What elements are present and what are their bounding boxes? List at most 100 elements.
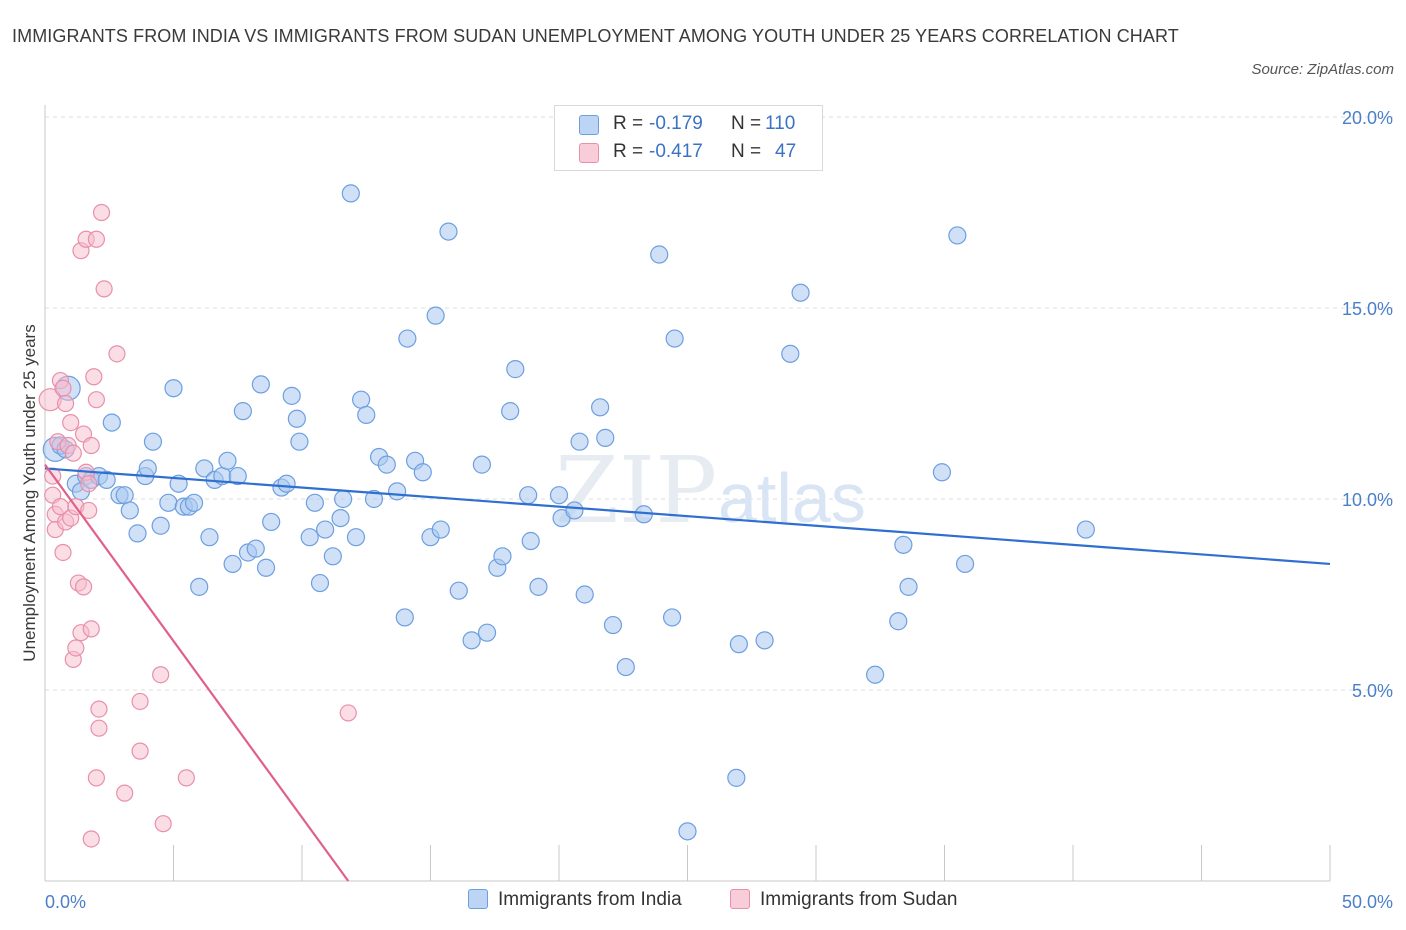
data-point-sudan bbox=[82, 436, 100, 455]
source-label: Source: ZipAtlas.com bbox=[1251, 61, 1394, 78]
data-point-sudan bbox=[74, 578, 93, 596]
data-point-india bbox=[128, 524, 147, 543]
data-point-india bbox=[115, 486, 134, 505]
data-point-sudan bbox=[82, 830, 100, 848]
sudan-points bbox=[38, 203, 357, 848]
watermark-atlas: atlas bbox=[718, 459, 866, 537]
data-point-sudan bbox=[92, 203, 111, 222]
data-point-india bbox=[120, 501, 139, 520]
data-point-sudan bbox=[54, 379, 72, 397]
data-point-india bbox=[352, 390, 371, 409]
data-point-india bbox=[97, 470, 116, 489]
data-point-india bbox=[316, 520, 335, 539]
data-point-india bbox=[462, 631, 481, 650]
data-point-sudan bbox=[54, 543, 72, 562]
data-point-india bbox=[305, 493, 324, 512]
data-point-india bbox=[164, 379, 183, 398]
data-point-india bbox=[449, 581, 468, 600]
data-point-sudan bbox=[62, 414, 80, 432]
data-point-india bbox=[899, 577, 918, 596]
data-point-india bbox=[262, 512, 281, 532]
data-point-india bbox=[894, 535, 913, 554]
data-point-sudan bbox=[80, 501, 98, 520]
legend-n-label: N = bbox=[731, 141, 762, 162]
watermark-zip: ZIP bbox=[555, 437, 717, 544]
data-point-india bbox=[256, 558, 276, 577]
data-point-india bbox=[387, 482, 407, 501]
data-point-india bbox=[570, 432, 589, 451]
legend-swatch-sudan bbox=[579, 143, 599, 163]
data-point-sudan bbox=[56, 394, 75, 413]
data-point-india bbox=[1076, 520, 1095, 539]
y-tick-label: 15.0% bbox=[1342, 299, 1393, 319]
data-point-india bbox=[729, 635, 749, 654]
data-point-india bbox=[948, 226, 967, 245]
data-point-sudan bbox=[85, 368, 103, 386]
data-point-india bbox=[426, 306, 445, 325]
india-points bbox=[42, 184, 1095, 841]
legend-r-value-india: -0.179 bbox=[649, 113, 703, 134]
data-point-india bbox=[529, 577, 548, 596]
data-point-india bbox=[439, 222, 458, 241]
data-point-india bbox=[591, 398, 610, 417]
x-tick-label: 50.0% bbox=[1342, 892, 1393, 912]
data-point-sudan bbox=[87, 230, 106, 248]
data-point-sudan bbox=[90, 719, 108, 737]
correlation-legend: R = -0.179 N = 110 R = -0.417 N = 47 bbox=[554, 105, 823, 171]
bottom-legend-swatch-sudan bbox=[730, 889, 750, 909]
legend-n-value-india: 110 bbox=[765, 113, 796, 134]
data-point-sudan bbox=[177, 769, 195, 787]
legend-r-label: R = bbox=[613, 141, 644, 162]
data-point-india bbox=[616, 657, 635, 677]
data-point-sudan bbox=[87, 391, 106, 409]
data-point-india bbox=[781, 344, 800, 363]
data-point-india bbox=[364, 489, 384, 509]
legend-n-value-sudan: 47 bbox=[775, 141, 797, 162]
data-point-india bbox=[519, 486, 538, 505]
data-point-india bbox=[282, 386, 301, 405]
legend-r-label: R = bbox=[613, 113, 644, 134]
legend-swatch-india bbox=[579, 115, 599, 135]
data-point-india bbox=[932, 463, 952, 482]
data-point-india bbox=[102, 413, 121, 432]
data-point-sudan bbox=[82, 620, 100, 638]
y-tick-label: 20.0% bbox=[1342, 108, 1393, 128]
data-point-sudan bbox=[87, 769, 106, 787]
data-point-india bbox=[251, 375, 270, 394]
bottom-legend-swatch-india bbox=[468, 889, 488, 909]
data-point-sudan bbox=[154, 815, 172, 833]
y-axis-label: Unemployment Among Youth under 25 years bbox=[20, 324, 39, 661]
bottom-legend-sudan: Immigrants from Sudan bbox=[730, 889, 957, 911]
data-point-india bbox=[151, 516, 170, 535]
bottom-legend-india: Immigrants from India bbox=[468, 889, 682, 911]
data-point-sudan bbox=[80, 475, 98, 493]
data-point-india bbox=[549, 486, 569, 505]
data-point-india bbox=[184, 493, 204, 512]
data-point-india bbox=[398, 329, 417, 348]
data-point-sudan bbox=[116, 784, 134, 802]
data-point-india bbox=[357, 405, 376, 425]
data-point-sudan bbox=[108, 345, 126, 363]
data-point-india bbox=[866, 665, 885, 684]
legend-n-label: N = bbox=[731, 113, 762, 134]
data-point-india bbox=[565, 501, 584, 520]
data-point-sudan bbox=[64, 444, 82, 462]
data-point-india bbox=[727, 768, 746, 787]
data-point-india bbox=[678, 822, 697, 841]
data-point-india bbox=[233, 402, 252, 421]
legend-r-value-sudan: -0.417 bbox=[649, 141, 703, 162]
data-point-india bbox=[341, 184, 360, 203]
data-point-sudan bbox=[131, 742, 149, 760]
data-point-india bbox=[477, 623, 497, 642]
y-tick-label: 10.0% bbox=[1342, 490, 1393, 510]
data-point-india bbox=[195, 459, 214, 478]
y-tick-label: 5.0% bbox=[1352, 681, 1393, 701]
trend-lines bbox=[44, 463, 1331, 882]
chart-title: IMMIGRANTS FROM INDIA VS IMMIGRANTS FROM… bbox=[12, 26, 1179, 46]
data-point-india bbox=[431, 520, 450, 539]
data-point-india bbox=[650, 245, 669, 264]
watermark: ZIP atlas bbox=[555, 437, 866, 544]
data-point-india bbox=[575, 585, 594, 604]
data-point-india bbox=[331, 508, 350, 528]
